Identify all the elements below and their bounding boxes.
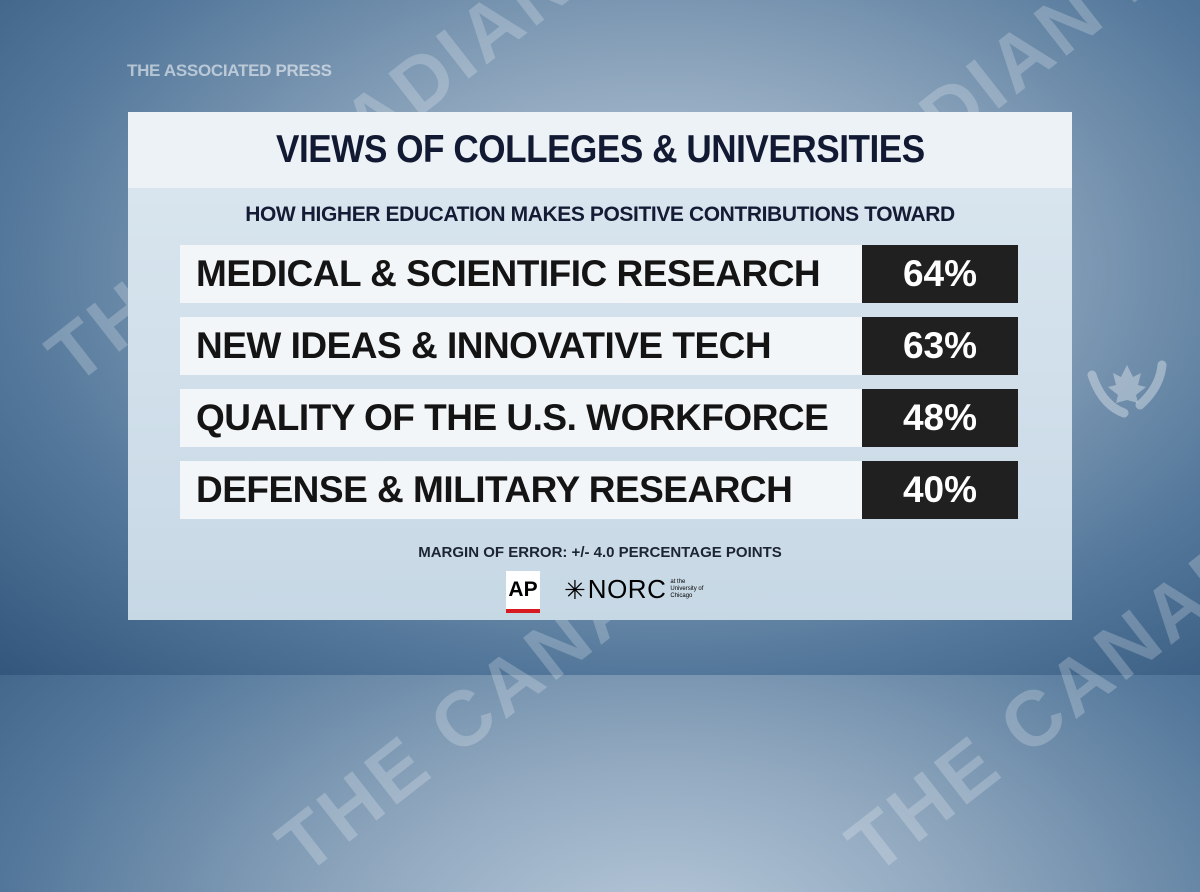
canadian-press-leaf-icon [1087, 360, 1167, 418]
chart-subtitle: HOW HIGHER EDUCATION MAKES POSITIVE CONT… [245, 203, 955, 226]
row-value: 40% [902, 469, 978, 510]
row-value-box: 40% [862, 461, 1018, 519]
norc-star-icon: ✳ [564, 574, 586, 605]
row-label-box: DEFENSE & MILITARY RESEARCH [180, 461, 862, 519]
table-row: MEDICAL & SCIENTIFIC RESEARCH 64% [180, 245, 1018, 303]
row-value-box: 64% [862, 245, 1018, 303]
row-label-box: NEW IDEAS & INNOVATIVE TECH [180, 317, 862, 375]
row-label: DEFENSE & MILITARY RESEARCH [196, 469, 793, 510]
brand-header: THE ASSOCIATED PRESS [127, 61, 332, 80]
chart-title: VIEWS OF COLLEGES & UNIVERSITIES [275, 128, 925, 171]
norc-logo: ✳ NORC at the University of Chicago [564, 574, 710, 605]
row-label: QUALITY OF THE U.S. WORKFORCE [196, 397, 829, 438]
row-value-box: 63% [862, 317, 1018, 375]
row-value-box: 48% [862, 389, 1018, 447]
row-value: 63% [902, 325, 978, 366]
row-value: 64% [902, 253, 978, 294]
table-row: DEFENSE & MILITARY RESEARCH 40% [180, 461, 1018, 519]
row-label: MEDICAL & SCIENTIFIC RESEARCH [196, 253, 821, 294]
row-label: NEW IDEAS & INNOVATIVE TECH [196, 325, 772, 366]
table-row: NEW IDEAS & INNOVATIVE TECH 63% [180, 317, 1018, 375]
row-label-box: MEDICAL & SCIENTIFIC RESEARCH [180, 245, 862, 303]
norc-logo-subtext: at the University of Chicago [670, 579, 704, 599]
norc-logo-text: NORC [587, 574, 667, 604]
margin-of-error-note: MARGIN OF ERROR: +/- 4.0 PERCENTAGE POIN… [418, 544, 782, 561]
row-value: 48% [902, 397, 978, 438]
row-label-box: QUALITY OF THE U.S. WORKFORCE [180, 389, 862, 447]
ap-logo: AP [506, 571, 540, 613]
chart-panel: VIEWS OF COLLEGES & UNIVERSITIES HOW HIG… [128, 112, 1072, 620]
table-row: QUALITY OF THE U.S. WORKFORCE 48% [180, 389, 1018, 447]
ap-logo-text: AP [508, 578, 538, 601]
title-band: VIEWS OF COLLEGES & UNIVERSITIES [128, 112, 1072, 188]
